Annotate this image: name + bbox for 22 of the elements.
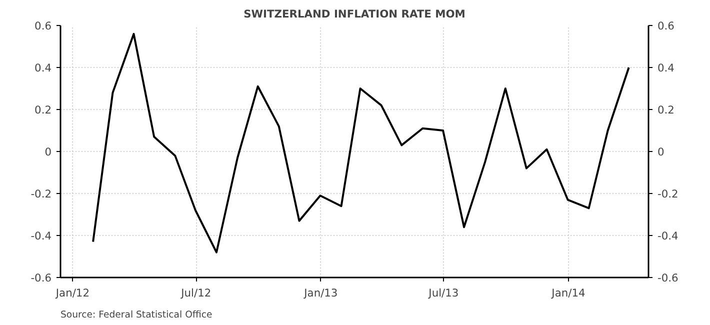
x-tick-label: Jan/13 (303, 286, 338, 300)
y2-tick-label: -0.4 (658, 230, 679, 242)
x-tick-label: Jul/13 (428, 286, 459, 300)
y-tick-label: -0.6 (30, 272, 52, 284)
x-tick-label: Jan/12 (54, 286, 90, 300)
x-tick-label: Jan/14 (550, 286, 586, 300)
y-tick-label: 0.6 (34, 20, 52, 32)
x-tick-label: Jul/12 (180, 286, 212, 300)
y2-tick-label: -0.6 (658, 272, 679, 284)
y-tick-label: 0.2 (34, 104, 52, 116)
chart-title: SWITZERLAND INFLATION RATE MOM (244, 8, 466, 20)
y-tick-label: -0.4 (30, 230, 52, 242)
y2-tick-label: 0.6 (658, 20, 675, 32)
y2-tick-label: -0.2 (658, 188, 678, 200)
y2-tick-label: 0.2 (658, 104, 674, 116)
y2-tick-label: 0.4 (658, 62, 675, 74)
source-note: Source: Federal Statistical Office (60, 310, 213, 320)
y2-tick-label: 0 (658, 146, 664, 158)
y-tick-label: -0.2 (30, 188, 52, 200)
y-tick-label: 0 (44, 146, 52, 158)
line-series (92, 32, 630, 254)
y-tick-label: 0.4 (34, 62, 52, 74)
